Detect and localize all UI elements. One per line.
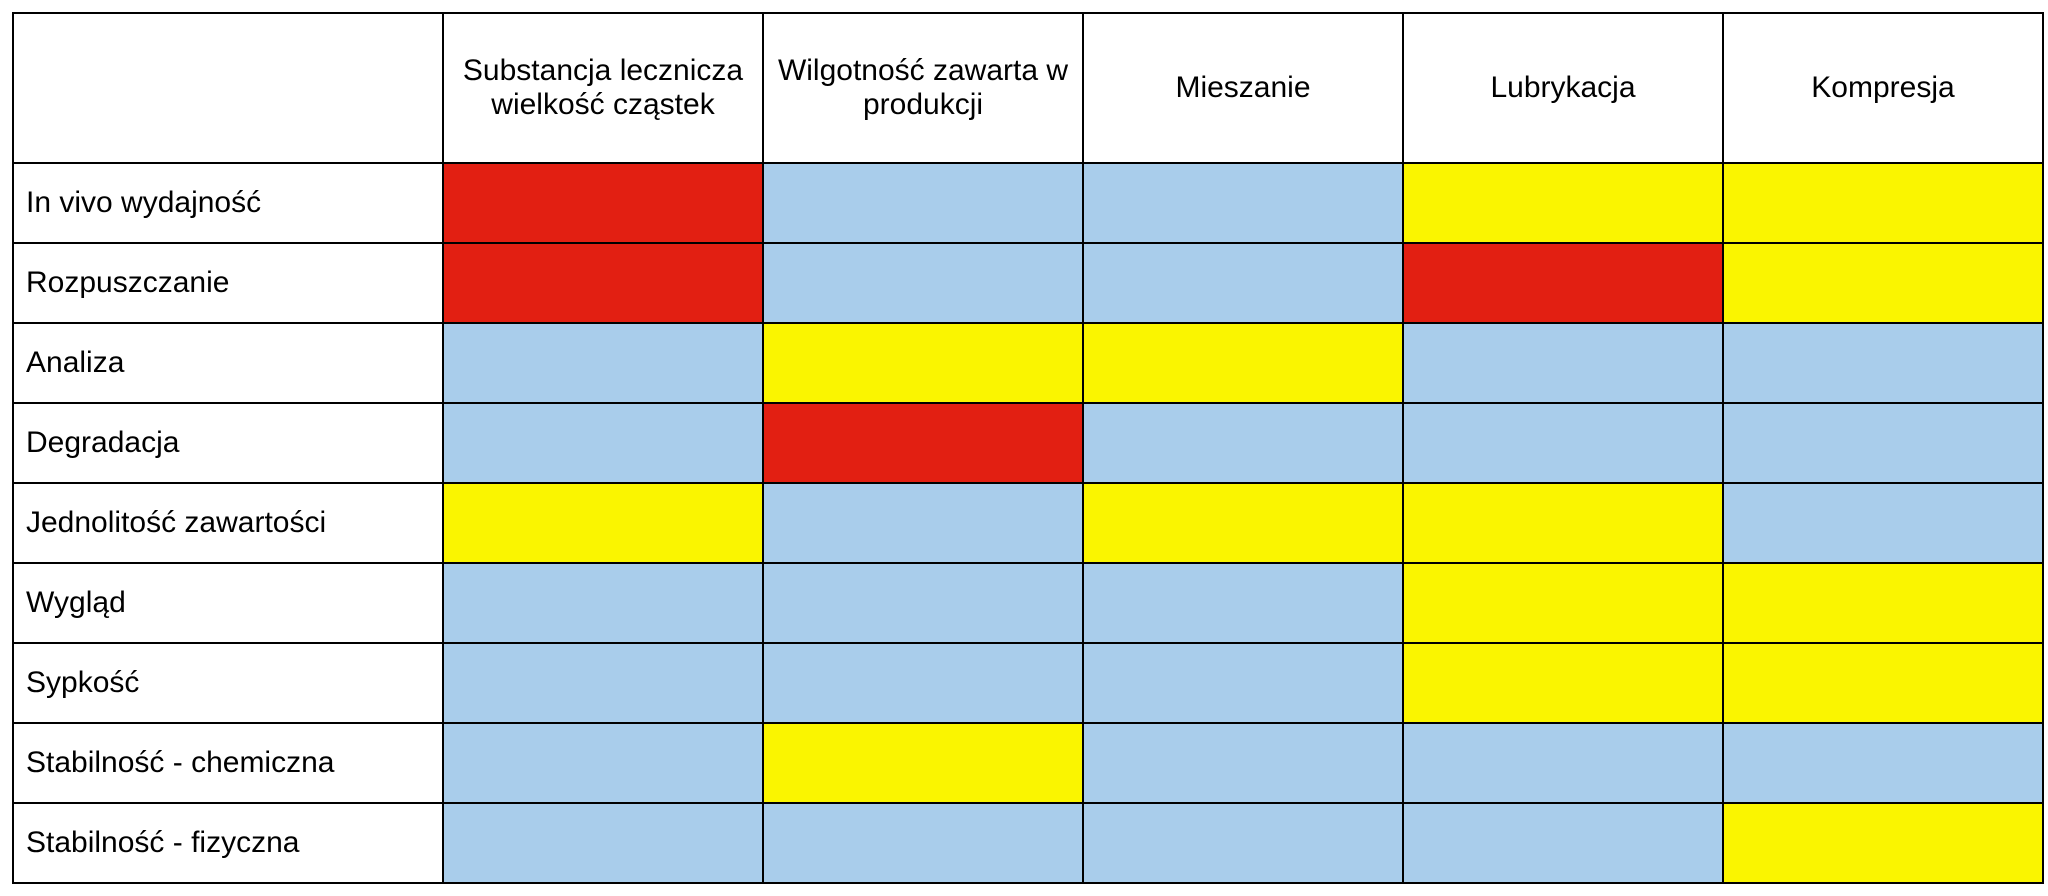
matrix-cell bbox=[1403, 483, 1723, 563]
matrix-cell bbox=[1403, 723, 1723, 803]
table-row: Rozpuszczanie bbox=[13, 243, 2043, 323]
row-label: Sypkość bbox=[13, 643, 443, 723]
matrix-cell bbox=[1083, 163, 1403, 243]
matrix-cell bbox=[443, 403, 763, 483]
matrix-cell bbox=[443, 163, 763, 243]
matrix-cell bbox=[763, 323, 1083, 403]
matrix-cell bbox=[763, 563, 1083, 643]
matrix-cell bbox=[1083, 323, 1403, 403]
matrix-cell bbox=[1403, 163, 1723, 243]
table-row: Stabilność - fizyczna bbox=[13, 803, 2043, 883]
row-label: In vivo wydajność bbox=[13, 163, 443, 243]
matrix-cell bbox=[1403, 643, 1723, 723]
risk-matrix-container: Substancja lecznicza wielkość cząstek Wi… bbox=[0, 0, 2048, 896]
matrix-cell bbox=[1723, 403, 2043, 483]
matrix-cell bbox=[1083, 563, 1403, 643]
header-col-3: Mieszanie bbox=[1083, 13, 1403, 163]
row-label: Rozpuszczanie bbox=[13, 243, 443, 323]
matrix-cell bbox=[1723, 723, 2043, 803]
risk-matrix-table: Substancja lecznicza wielkość cząstek Wi… bbox=[12, 12, 2044, 884]
matrix-cell bbox=[1403, 323, 1723, 403]
matrix-cell bbox=[443, 643, 763, 723]
matrix-cell bbox=[763, 483, 1083, 563]
row-label: Stabilność - chemiczna bbox=[13, 723, 443, 803]
table-row: Wygląd bbox=[13, 563, 2043, 643]
table-row: Analiza bbox=[13, 323, 2043, 403]
table-row: Stabilność - chemiczna bbox=[13, 723, 2043, 803]
row-label: Wygląd bbox=[13, 563, 443, 643]
header-col-2: Wilgotność zawarta w produkcji bbox=[763, 13, 1083, 163]
matrix-cell bbox=[1083, 803, 1403, 883]
matrix-cell bbox=[1723, 803, 2043, 883]
matrix-cell bbox=[763, 643, 1083, 723]
matrix-cell bbox=[1083, 403, 1403, 483]
header-col-1: Substancja lecznicza wielkość cząstek bbox=[443, 13, 763, 163]
matrix-cell bbox=[763, 243, 1083, 323]
header-row: Substancja lecznicza wielkość cząstek Wi… bbox=[13, 13, 2043, 163]
row-label: Analiza bbox=[13, 323, 443, 403]
row-label: Jednolitość zawartości bbox=[13, 483, 443, 563]
table-row: Sypkość bbox=[13, 643, 2043, 723]
matrix-cell bbox=[763, 723, 1083, 803]
matrix-cell bbox=[1403, 563, 1723, 643]
matrix-cell bbox=[1403, 403, 1723, 483]
row-label: Degradacja bbox=[13, 403, 443, 483]
matrix-cell bbox=[1403, 243, 1723, 323]
matrix-cell bbox=[443, 563, 763, 643]
table-row: Degradacja bbox=[13, 403, 2043, 483]
table-row: In vivo wydajność bbox=[13, 163, 2043, 243]
matrix-cell bbox=[763, 163, 1083, 243]
matrix-cell bbox=[1083, 723, 1403, 803]
matrix-cell bbox=[1723, 243, 2043, 323]
matrix-cell bbox=[1083, 643, 1403, 723]
matrix-cell bbox=[1723, 643, 2043, 723]
matrix-cell bbox=[443, 323, 763, 403]
matrix-cell bbox=[1723, 563, 2043, 643]
matrix-cell bbox=[1723, 163, 2043, 243]
matrix-cell bbox=[763, 403, 1083, 483]
matrix-cell bbox=[443, 723, 763, 803]
matrix-cell bbox=[763, 803, 1083, 883]
matrix-cell bbox=[443, 483, 763, 563]
header-col-5: Kompresja bbox=[1723, 13, 2043, 163]
header-col-4: Lubrykacja bbox=[1403, 13, 1723, 163]
matrix-cell bbox=[1723, 323, 2043, 403]
matrix-cell bbox=[443, 803, 763, 883]
header-blank bbox=[13, 13, 443, 163]
matrix-cell bbox=[443, 243, 763, 323]
table-body: In vivo wydajnośćRozpuszczanieAnalizaDeg… bbox=[13, 163, 2043, 883]
matrix-cell bbox=[1403, 803, 1723, 883]
table-row: Jednolitość zawartości bbox=[13, 483, 2043, 563]
row-label: Stabilność - fizyczna bbox=[13, 803, 443, 883]
matrix-cell bbox=[1723, 483, 2043, 563]
matrix-cell bbox=[1083, 483, 1403, 563]
matrix-cell bbox=[1083, 243, 1403, 323]
